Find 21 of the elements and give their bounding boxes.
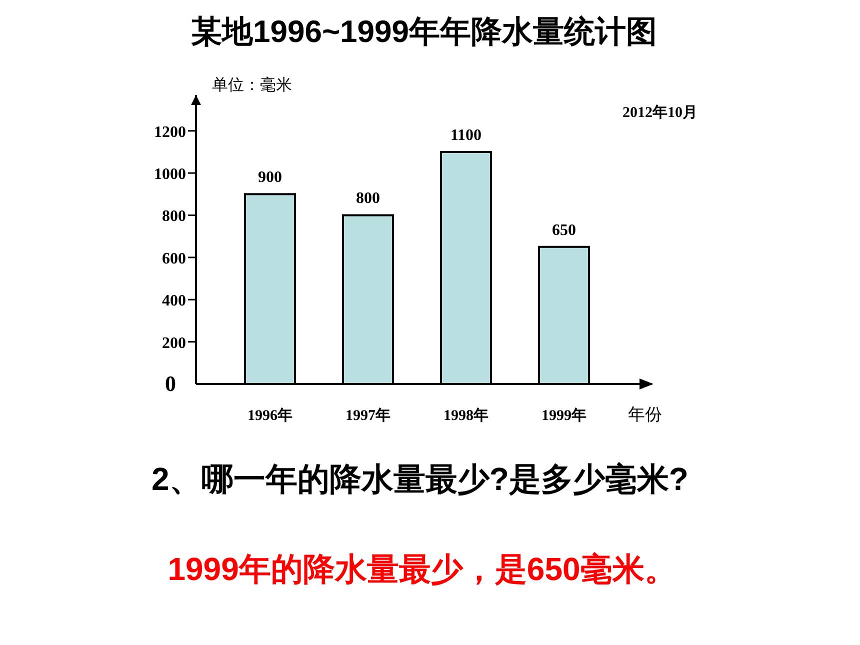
x-tick-label: 1996年 [248, 407, 292, 424]
x-tick-label: 1999年 [542, 407, 586, 424]
y-tick-label: 400 [162, 292, 186, 310]
y-tick-label: 200 [162, 334, 186, 352]
annotation: 2012年10月 [622, 104, 698, 121]
y-tick-label: 800 [162, 208, 186, 226]
text: 2、哪一年的降水量最少?是多少毫米? [152, 461, 688, 497]
x-tick-label: 1998年 [444, 407, 488, 424]
x-tick-label: 1997年 [346, 407, 390, 424]
y-tick-label: 1200 [154, 124, 186, 141]
y-tick-label: 1000 [154, 166, 186, 184]
y-tick-label: 600 [162, 250, 186, 268]
x-axis-title: 年份 [628, 405, 662, 424]
chart-title: 某地1996~1999年年降水量统计图 [190, 14, 658, 49]
data-label: 650 [552, 222, 576, 239]
y-axis-title: 单位：毫米 [212, 76, 292, 94]
y-tick-label: 0 [165, 371, 176, 396]
data-label: 900 [258, 169, 282, 186]
text: 1999年的降水量最少，是650毫米。 [168, 551, 676, 587]
data-label: 1100 [450, 126, 482, 144]
data-label: 800 [356, 190, 380, 208]
